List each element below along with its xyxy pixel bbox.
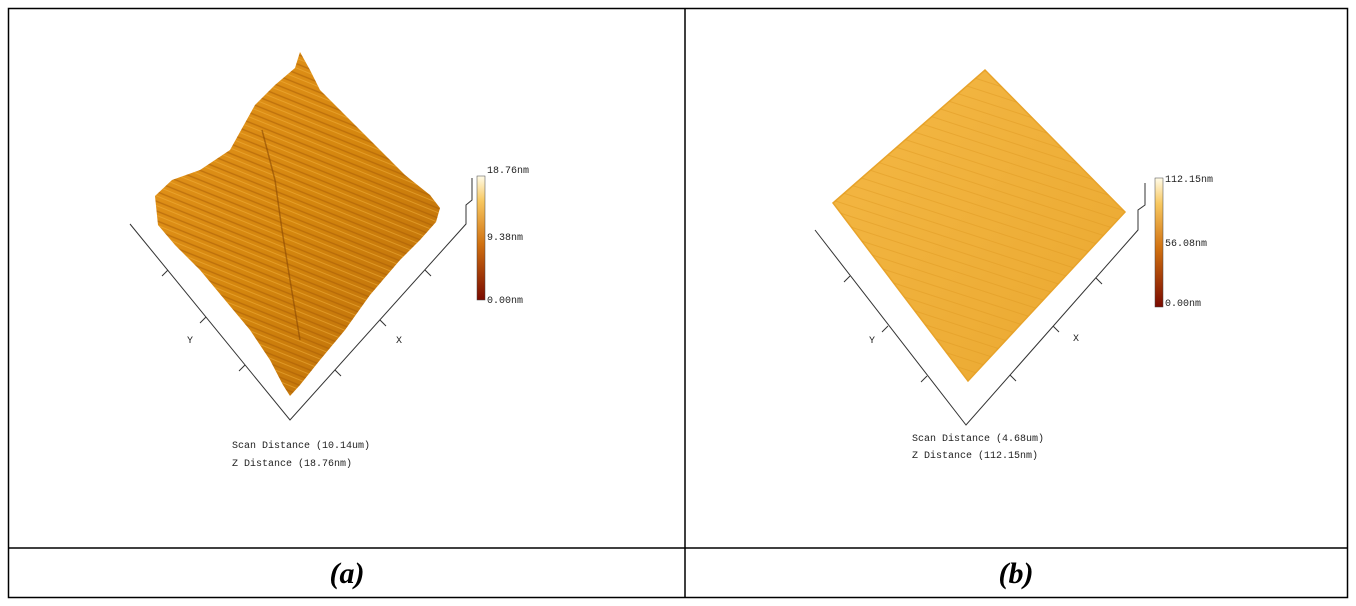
surface [155,52,440,396]
colorbar-mid: 9.38nm [487,233,523,244]
z-distance: Z Distance (112.15nm) [912,450,1038,462]
panel-a: 18.76nm 9.38nm 0.00nm Y X Scan Distance … [129,52,529,590]
panel-b: 112.15nm 56.08nm 0.00nm Y X Scan Distanc… [814,68,1213,590]
scan-distance: Scan Distance (10.14um) [232,440,370,452]
table-border [7,7,1349,599]
colorbar-max: 112.15nm [1165,175,1213,186]
colorbar-min: 0.00nm [1165,299,1201,310]
surface [831,68,1127,383]
colorbar-mid: 56.08nm [1165,239,1207,250]
x-axis-label: X [396,336,402,347]
z-distance: Z Distance (18.76nm) [232,458,352,470]
colorbar-max: 18.76nm [487,166,529,177]
colorbar [1154,177,1164,308]
colorbar-min: 0.00nm [487,296,523,307]
axes [814,183,1146,426]
caption: (a) [330,557,365,590]
scan-distance: Scan Distance (4.68um) [912,433,1044,445]
y-axis-label: Y [869,336,875,347]
x-axis-label: X [1073,334,1079,345]
axes [129,178,473,421]
caption: (b) [999,557,1034,590]
colorbar [476,175,486,301]
y-axis-label: Y [187,336,193,347]
